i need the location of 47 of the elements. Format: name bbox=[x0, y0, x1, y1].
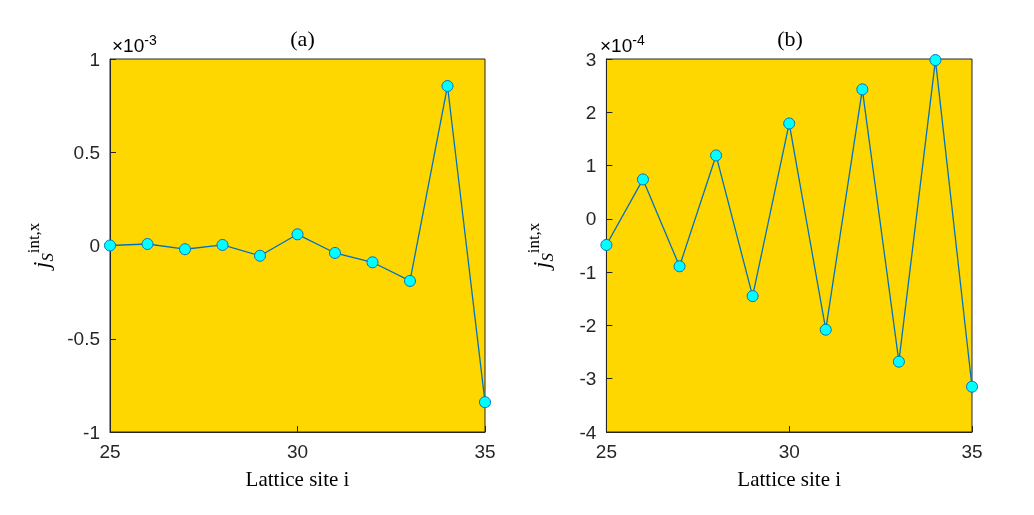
y-tick-label: 0 bbox=[585, 208, 597, 230]
y-tick-label: -3 bbox=[579, 368, 597, 390]
point bbox=[636, 173, 649, 186]
chart-title: (b) bbox=[777, 25, 803, 51]
x-tick-label: 25 bbox=[595, 441, 617, 462]
point bbox=[254, 249, 266, 262]
point bbox=[366, 256, 379, 269]
y-tick-label: 2 bbox=[585, 101, 597, 123]
y-tick-label: -0.5 bbox=[67, 328, 100, 350]
point bbox=[819, 323, 832, 336]
point bbox=[216, 238, 229, 251]
y-tick-label: -2 bbox=[579, 314, 597, 336]
y-tick-label: -4 bbox=[579, 421, 597, 443]
y-tick-label: -1 bbox=[579, 261, 597, 283]
y-tick-label: -1 bbox=[83, 421, 100, 443]
point bbox=[104, 239, 116, 252]
x-tick-label: 25 bbox=[99, 441, 121, 462]
y-tick-label: 1 bbox=[585, 155, 597, 177]
point bbox=[479, 396, 491, 409]
point bbox=[179, 243, 191, 256]
point bbox=[746, 290, 759, 303]
point bbox=[856, 83, 869, 96]
x-axis-title: Lattice site i bbox=[245, 466, 350, 491]
x-tick-label: 30 bbox=[286, 441, 309, 462]
point bbox=[892, 355, 905, 368]
point bbox=[673, 260, 686, 273]
x-tick-label: 30 bbox=[778, 441, 800, 462]
point bbox=[710, 149, 723, 162]
y-tick-label: 3 bbox=[585, 48, 597, 70]
point bbox=[441, 80, 454, 93]
x-tick-label: 35 bbox=[474, 441, 496, 462]
point bbox=[291, 228, 304, 241]
point bbox=[141, 238, 154, 250]
x-axis-title: Lattice site i bbox=[737, 466, 842, 491]
point bbox=[329, 246, 341, 259]
y-axis-title: jSint,x bbox=[524, 222, 558, 272]
chart-title: (a) bbox=[290, 25, 315, 51]
point bbox=[966, 380, 978, 393]
point bbox=[929, 54, 942, 67]
y-tick-label: 0.5 bbox=[73, 141, 100, 163]
point bbox=[404, 274, 416, 287]
y-tick-label: 0 bbox=[89, 235, 100, 256]
point bbox=[783, 117, 796, 130]
y-axis-title: jSint,x bbox=[23, 222, 58, 272]
x-tick-label: 35 bbox=[961, 441, 983, 462]
y-tick-label: 1 bbox=[89, 48, 100, 70]
point bbox=[600, 238, 613, 251]
